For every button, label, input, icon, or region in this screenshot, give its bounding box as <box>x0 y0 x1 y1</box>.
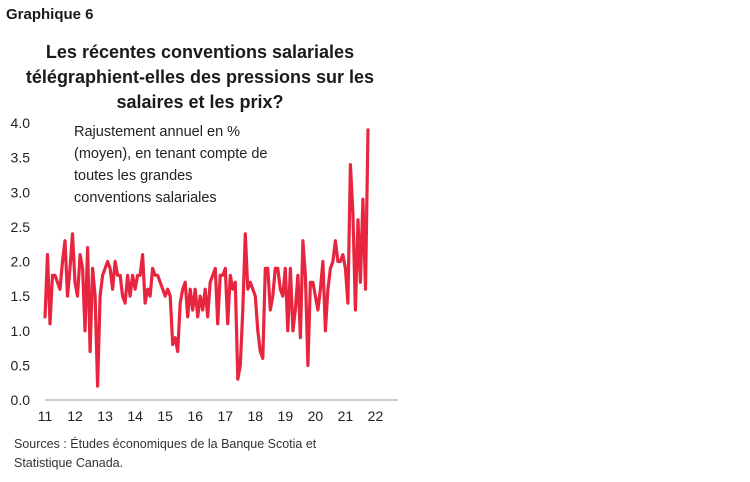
y-tick-label: 2.0 <box>11 254 31 270</box>
x-tick-label: 11 <box>38 408 53 424</box>
chart-annotation: Rajustement annuel en % (moyen), en tenan… <box>74 124 267 206</box>
x-tick-label: 21 <box>338 408 354 424</box>
x-tick-label: 19 <box>278 408 294 424</box>
y-tick-label: 3.5 <box>11 150 31 166</box>
source-note: Sources : Études économiques de la Banqu… <box>14 437 317 470</box>
x-tick-label: 20 <box>308 408 324 424</box>
svg-text:Rajustement annuel en %(moyen): Rajustement annuel en % (moyen), en tenan… <box>74 124 267 206</box>
y-axis: 0.0 0.5 1.0 1.5 2.0 2.5 3.0 3.5 4.0 <box>11 115 31 408</box>
plot-area <box>43 128 370 388</box>
y-tick-label: 2.5 <box>11 219 31 235</box>
y-tick-label: 0.5 <box>11 357 31 373</box>
chart-title: Les récentes conventions salariales télé… <box>25 42 375 112</box>
y-tick-label: 3.0 <box>11 184 31 200</box>
x-tick-label: 22 <box>368 408 384 424</box>
x-tick-label: 18 <box>248 408 264 424</box>
line-chart: 0.0 0.5 1.0 1.5 2.0 2.5 3.0 3.5 4.0 11 12 13 14 15 16… <box>11 115 398 424</box>
y-tick-label: 1.5 <box>11 288 31 304</box>
figure-number: Graphique 6 <box>6 6 94 23</box>
y-tick-label: 4.0 <box>11 115 31 131</box>
x-tick-label: 14 <box>127 408 143 424</box>
x-tick-label: 13 <box>97 408 113 424</box>
x-tick-label: 12 <box>67 408 83 424</box>
y-tick-label: 0.0 <box>11 392 31 408</box>
x-tick-label: 17 <box>217 408 233 424</box>
series-line <box>43 128 370 388</box>
x-tick-label: 16 <box>187 408 203 424</box>
x-axis: 11 12 13 14 15 16 17 18 19 20 21 22 <box>38 399 398 424</box>
x-tick-label: 15 <box>157 408 173 424</box>
y-tick-label: 1.0 <box>11 323 31 339</box>
